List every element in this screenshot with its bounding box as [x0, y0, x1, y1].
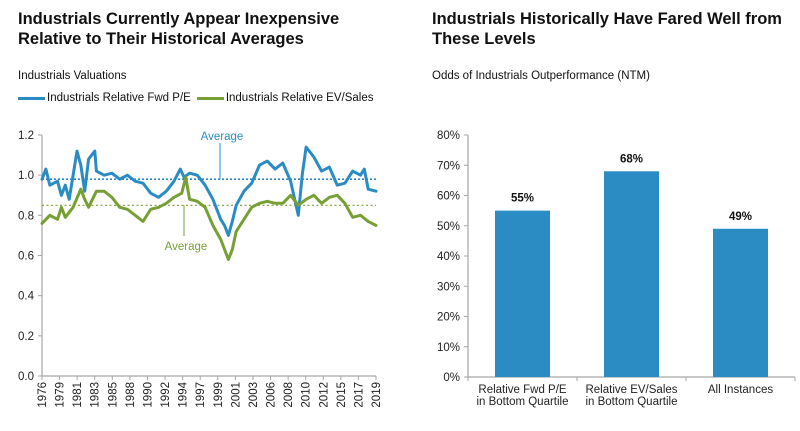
bar-y-tick-label: 80%	[437, 130, 460, 142]
bar-data-label: 49%	[729, 211, 752, 223]
bar-category-label: All Instances	[708, 384, 773, 396]
y-tick-label: 0.0	[18, 371, 34, 383]
line-chart: 0.0 0.2 0.4 0.6 0.8 1.0 1.2 1976 1979 1981 1983 198…	[18, 130, 383, 408]
legend-swatch-pe	[18, 96, 45, 100]
bar-y-tick-label: 70%	[437, 160, 460, 172]
x-tick-label: 1990	[142, 382, 154, 408]
x-tick-label: 1988	[125, 382, 137, 408]
right-chart-title: Industrials Historically Have Fared Well…	[432, 9, 782, 49]
y-tick-label: 0.8	[18, 210, 34, 222]
legend-label-evsales: Industrials Relative EV/Sales	[225, 92, 374, 104]
bar-y-tick-label: 20%	[437, 312, 460, 324]
y-tick-label: 1.0	[18, 170, 34, 182]
bar-category-label: in Bottom Quartile	[476, 396, 568, 408]
right-title-line1: Industrials Historically Have Fared Well…	[432, 10, 782, 28]
bar-y-tick-label: 50%	[437, 221, 460, 233]
legend-item-evsales: Industrials Relative EV/Sales	[196, 92, 374, 104]
bar-data-label: 55%	[511, 193, 534, 205]
legend-item-pe: Industrials Relative Fwd P/E	[18, 92, 191, 104]
x-tick-label: 1997	[195, 382, 207, 408]
right-chart-subtitle: Odds of Industrials Outperformance (NTM)	[432, 70, 650, 82]
evsales-series-line	[40, 175, 378, 261]
x-tick-label: 2003	[248, 382, 260, 408]
bar	[604, 171, 659, 377]
legend-label-pe: Industrials Relative Fwd P/E	[47, 92, 191, 104]
pe-series-line	[40, 145, 378, 237]
bar-y-tick-label: 40%	[437, 251, 460, 263]
x-tick-label: 1976	[37, 382, 49, 408]
y-tick-label: 0.4	[18, 291, 35, 303]
left-title-line2: Relative to Their Historical Averages	[18, 30, 304, 48]
evsales-average-label: Average	[165, 241, 208, 253]
line-chart-legend: Industrials Relative Fwd P/E Industrials…	[18, 92, 379, 104]
x-tick-label: 1983	[90, 382, 102, 408]
bar	[713, 228, 768, 377]
bar-category-label: Relative EV/Sales	[585, 384, 677, 396]
x-tick-label: 1985	[107, 382, 119, 408]
y-tick-label: 0.6	[18, 251, 34, 263]
bar-y-tick-label: 0%	[443, 372, 460, 384]
x-tick-label: 2010	[301, 382, 313, 408]
x-tick-label: 1999	[213, 382, 225, 408]
x-tick-label: 2001	[230, 382, 242, 408]
bar-y-tick-label: 30%	[437, 281, 460, 293]
x-tick-label: 2015	[336, 382, 348, 408]
x-tick-label: 1981	[72, 382, 84, 408]
bar-data-label: 68%	[620, 153, 643, 165]
y-tick-label: 0.2	[18, 331, 34, 343]
right-title-line2: These Levels	[432, 30, 536, 48]
bar-y-tick-label: 60%	[437, 191, 460, 203]
bar-category-label: in Bottom Quartile	[585, 396, 677, 408]
bar	[495, 210, 550, 377]
x-tick-label: 2019	[371, 382, 383, 408]
left-chart-subtitle: Industrials Valuations	[18, 70, 127, 82]
x-tick-label: 2006	[266, 382, 278, 408]
x-tick-label: 1994	[178, 381, 190, 407]
x-tick-label: 1979	[55, 382, 67, 408]
bar-y-tick-label: 10%	[437, 342, 460, 354]
left-chart-title: Industrials Currently Appear Inexpensive…	[18, 9, 339, 49]
x-tick-label: 1992	[160, 382, 172, 408]
x-tick-label: 2012	[318, 382, 330, 408]
legend-swatch-evsales	[196, 96, 224, 100]
pe-average-label: Average	[201, 131, 244, 143]
x-tick-label: 2008	[283, 382, 295, 408]
bar-category-label: Relative Fwd P/E	[478, 384, 567, 396]
left-title-line1: Industrials Currently Appear Inexpensive	[18, 10, 340, 28]
x-tick-label: 2017	[353, 382, 365, 408]
y-tick-label: 1.2	[18, 130, 34, 142]
